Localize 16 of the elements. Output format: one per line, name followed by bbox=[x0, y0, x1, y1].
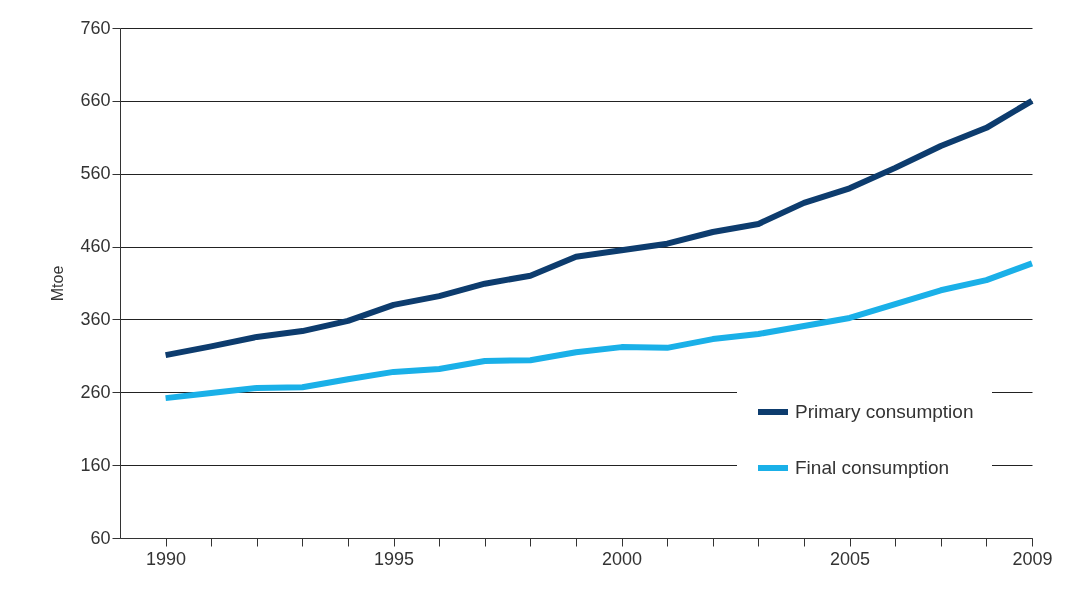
x-tick-label: 2005 bbox=[830, 548, 871, 569]
y-tick-label: 260 bbox=[80, 381, 111, 402]
y-tick-label: 560 bbox=[80, 163, 111, 184]
x-tick-label: 1990 bbox=[146, 548, 187, 569]
x-tick-label: 1995 bbox=[374, 548, 415, 569]
y-tick-label: 360 bbox=[80, 308, 111, 329]
legend-label: Final consumption bbox=[795, 457, 950, 478]
y-tick-label: 160 bbox=[80, 454, 111, 475]
y-tick-label: 660 bbox=[80, 90, 111, 111]
x-tick-label: 2009 bbox=[1012, 548, 1053, 569]
x-tick-label: 2000 bbox=[602, 548, 643, 569]
y-tick-label: 460 bbox=[80, 236, 111, 257]
legend-label: Primary consumption bbox=[795, 401, 974, 422]
y-axis-title: Mtoe bbox=[49, 265, 67, 302]
y-tick-label: 760 bbox=[80, 17, 111, 38]
y-tick-label: 60 bbox=[90, 527, 111, 548]
